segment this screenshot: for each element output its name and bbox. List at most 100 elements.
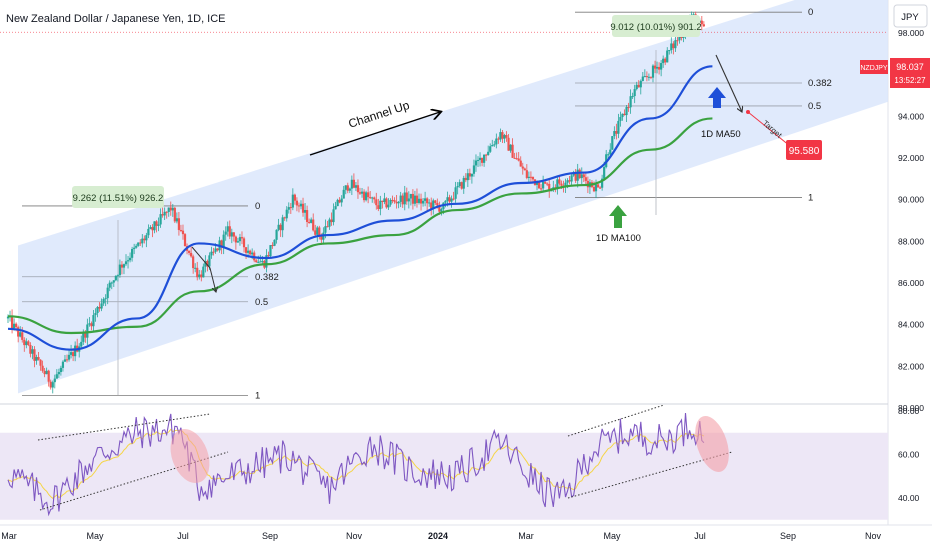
candle-body [413, 195, 417, 204]
candle-body [464, 177, 467, 181]
candle-body [289, 207, 292, 209]
candle-body [147, 228, 150, 236]
candle-body [277, 224, 280, 230]
candle-body [39, 359, 42, 366]
candle-body [448, 197, 451, 202]
candle-body [82, 332, 85, 342]
candle-body [102, 299, 105, 304]
ma50-line [7, 65, 713, 351]
currency-label: JPY [901, 12, 919, 23]
rsi-trendline-upper-2 [567, 404, 665, 437]
candle-body [531, 176, 535, 180]
candle-body [116, 275, 119, 277]
symbol-price-badge [860, 60, 888, 74]
candle-body [621, 113, 624, 118]
candle-body [165, 211, 168, 213]
candle-body [275, 229, 278, 240]
target-line [747, 111, 791, 147]
candle-body [468, 173, 471, 177]
fib-level-label: 0 [255, 201, 260, 212]
candle-body [619, 117, 622, 121]
time-label: May [86, 531, 104, 541]
candlesticks [6, 11, 705, 394]
candle-body [49, 381, 52, 388]
target-price-badge [786, 140, 822, 160]
currency-button[interactable] [893, 4, 928, 28]
candle-body [283, 217, 286, 219]
ma100-line [7, 117, 713, 335]
candle-body [196, 267, 199, 278]
candle-body [312, 219, 315, 231]
candle-body [564, 182, 567, 186]
candle-body [208, 255, 211, 267]
candle-body [216, 248, 219, 251]
left-correction-arrow [191, 246, 216, 292]
measure-left-box [72, 186, 164, 208]
candle-body [110, 282, 113, 284]
target-start-dot [746, 110, 750, 114]
candle-body [61, 361, 65, 368]
candle-body [344, 185, 347, 190]
candle-body [548, 183, 551, 192]
candle-body [647, 76, 651, 78]
target-price-text: 95.580 [789, 146, 820, 157]
candle-body [316, 227, 319, 235]
candle-body [474, 160, 478, 166]
candle-body [240, 237, 244, 239]
candle-body [255, 260, 258, 263]
candle-body [15, 323, 18, 328]
rsi-highlight-right [695, 416, 729, 472]
candle-body [293, 194, 296, 201]
candle-body [332, 209, 335, 223]
fib-level-label: 0 [808, 7, 813, 18]
candle-body [13, 323, 16, 329]
candle-body [232, 232, 235, 237]
rsi-ma-line [7, 428, 705, 499]
candle-body [25, 341, 28, 346]
candle-body [157, 224, 160, 226]
candle-body [120, 264, 124, 268]
symbol-title: New Zealand Dollar / Japanese Yen, 1D, I… [6, 13, 226, 25]
candle-body [639, 80, 642, 88]
candle-body [135, 245, 138, 248]
candle-body [428, 202, 431, 204]
candle-body [251, 252, 254, 255]
fib-level-label: 0.382 [255, 272, 279, 283]
candle-body [503, 135, 506, 139]
candle-body [181, 230, 185, 235]
candle-body [261, 260, 264, 262]
measure-left-text: 9.262 (11.51%) 926.2 [73, 193, 164, 204]
candle-body [539, 188, 543, 190]
time-label: Nov [865, 531, 882, 541]
time-label: Sep [780, 531, 796, 541]
candle-body [385, 198, 388, 208]
candle-body [594, 184, 598, 192]
candle-body [224, 231, 227, 235]
candle-body [470, 173, 474, 177]
candle-body [192, 256, 195, 269]
candle-body [472, 165, 476, 174]
rsi-highlight-left [170, 428, 210, 484]
candle-body [405, 192, 408, 202]
candle-body [399, 195, 402, 202]
candle-body [63, 359, 67, 362]
candle-body [629, 96, 632, 108]
candle-body [643, 76, 646, 78]
candle-body [440, 209, 443, 212]
candle-body [55, 374, 58, 379]
symbol-badge-text: NZDJPY [860, 65, 888, 72]
candle-body [220, 240, 223, 247]
measure-right-text: 9.012 (10.01%) 901.2 [610, 22, 701, 33]
candle-body [529, 176, 533, 178]
candle-body [17, 327, 20, 337]
candle-body [271, 245, 274, 247]
candle-body [131, 248, 134, 258]
candle-body [623, 113, 626, 116]
candle-body [330, 219, 333, 223]
candle-body [460, 182, 463, 189]
candle-body [285, 209, 288, 219]
candle-body [214, 248, 217, 252]
candle-body [478, 157, 482, 160]
